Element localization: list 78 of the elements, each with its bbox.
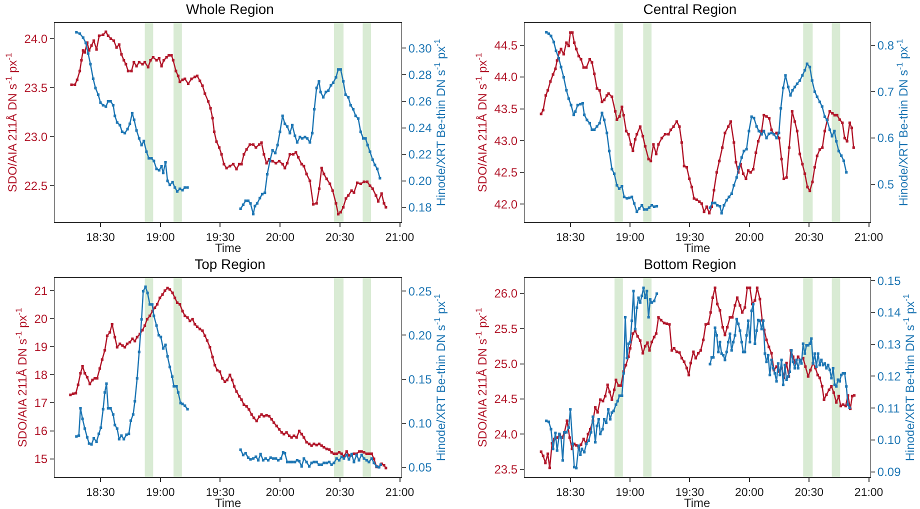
y-tick-label: 24.5 bbox=[494, 392, 518, 406]
x-tick-label: 21:00 bbox=[385, 486, 414, 499]
y2-tick-label: 0.26 bbox=[408, 94, 432, 108]
x-tick-label: 20:00 bbox=[735, 486, 764, 499]
y2-tick-label: 0.05 bbox=[408, 460, 432, 475]
x-tick-label: 20:00 bbox=[735, 232, 764, 244]
y-tick-label: 17 bbox=[34, 396, 48, 410]
y-tick-label: 44.0 bbox=[494, 70, 518, 84]
y-tick-label: 18 bbox=[34, 368, 48, 382]
x-tick-label: 18:30 bbox=[556, 232, 585, 244]
x-tick-label: 19:00 bbox=[146, 232, 175, 244]
y-tick-label: 23.0 bbox=[24, 130, 48, 144]
x-axis-title: Time bbox=[684, 496, 711, 509]
y-tick-label: 15 bbox=[34, 452, 48, 466]
x-tick-label: 19:30 bbox=[206, 486, 235, 499]
x-tick-label: 20:30 bbox=[326, 486, 354, 499]
y2-tick-label: 0.15 bbox=[408, 372, 432, 386]
x-tick-label: 19:30 bbox=[675, 232, 704, 244]
y-tick-label: 43.0 bbox=[494, 134, 518, 148]
y2-tick-label: 0.14 bbox=[877, 306, 902, 320]
x-axis-title: Time bbox=[684, 241, 711, 255]
y-tick-label: 20 bbox=[34, 312, 48, 326]
y-tick-label: 42.0 bbox=[494, 197, 518, 212]
x-axis-title: Time bbox=[215, 241, 242, 255]
y-tick-label: 19 bbox=[34, 340, 48, 354]
y2-tick-label: 0.20 bbox=[408, 174, 432, 188]
y-tick-label: 16 bbox=[34, 424, 48, 438]
y2-tick-label: 0.09 bbox=[877, 465, 902, 480]
x-tick-label: 20:30 bbox=[794, 486, 824, 499]
y-tick-label: 25.5 bbox=[494, 322, 518, 336]
y-tick-label: 44.5 bbox=[494, 38, 518, 52]
y-tick-label: 23.5 bbox=[24, 80, 48, 95]
chart-title: Top Region bbox=[194, 256, 266, 272]
x-tick-label: 18:30 bbox=[556, 486, 585, 499]
y2-tick-label: 0.8 bbox=[877, 38, 894, 52]
x-tick-label: 21:00 bbox=[385, 232, 414, 244]
y2-tick-label: 0.5 bbox=[877, 178, 894, 192]
x-tick-label: 21:00 bbox=[854, 486, 884, 499]
y-tick-label: 21 bbox=[34, 284, 48, 298]
y2-tick-label: 0.25 bbox=[408, 284, 432, 298]
x-tick-label: 19:00 bbox=[616, 486, 644, 499]
chart-title: Central Region bbox=[643, 0, 737, 17]
x-tick-label: 18:30 bbox=[86, 232, 115, 244]
x-tick-label: 19:30 bbox=[675, 486, 704, 499]
y2-tick-label: 0.6 bbox=[877, 131, 894, 146]
y-tick-label: 43.5 bbox=[494, 102, 518, 116]
y-tick-label: 24.0 bbox=[494, 427, 518, 442]
chart-title: Bottom Region bbox=[644, 256, 736, 272]
y-tick-label: 26.0 bbox=[494, 286, 518, 301]
x-tick-label: 19:00 bbox=[146, 486, 175, 499]
y2-tick-label: 0.10 bbox=[877, 433, 902, 448]
y2-tick-label: 0.18 bbox=[408, 200, 432, 215]
chart-title: Whole Region bbox=[186, 0, 274, 17]
x-tick-label: 20:30 bbox=[326, 232, 354, 244]
x-axis-title: Time bbox=[215, 496, 242, 509]
y-tick-label: 24.0 bbox=[24, 32, 48, 46]
y2-tick-label: 0.24 bbox=[408, 121, 432, 136]
x-tick-label: 21:00 bbox=[854, 232, 884, 244]
y-tick-label: 42.5 bbox=[494, 166, 518, 180]
y2-tick-label: 0.7 bbox=[877, 84, 894, 99]
y2-tick-label: 0.11 bbox=[877, 401, 900, 416]
y2-tick-label: 0.30 bbox=[408, 41, 432, 56]
y-tick-label: 25.0 bbox=[494, 356, 518, 371]
y2-tick-label: 0.15 bbox=[877, 274, 902, 288]
x-tick-label: 20:00 bbox=[266, 486, 294, 499]
y2-tick-label: 0.13 bbox=[877, 338, 902, 352]
y2-tick-label: 0.20 bbox=[408, 328, 432, 342]
x-tick-label: 20:00 bbox=[266, 232, 294, 244]
y2-tick-label: 0.10 bbox=[408, 416, 432, 430]
x-tick-label: 19:30 bbox=[206, 232, 235, 244]
y2-tick-label: 0.28 bbox=[408, 68, 432, 82]
y-tick-label: 22.5 bbox=[24, 178, 48, 193]
y2-tick-label: 0.22 bbox=[408, 148, 432, 162]
y-tick-label: 23.5 bbox=[494, 462, 518, 476]
x-tick-label: 18:30 bbox=[86, 486, 115, 499]
x-tick-label: 19:00 bbox=[616, 232, 644, 244]
x-tick-label: 20:30 bbox=[794, 232, 824, 244]
y2-tick-label: 0.12 bbox=[877, 369, 902, 384]
